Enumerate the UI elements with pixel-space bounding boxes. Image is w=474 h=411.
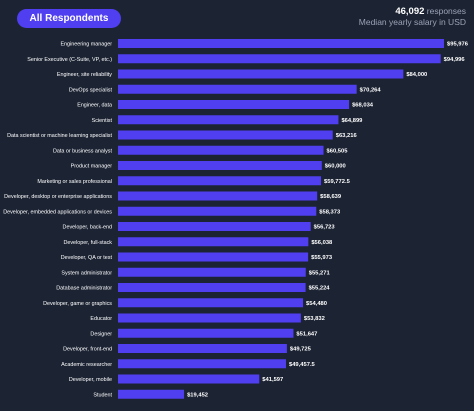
- responses-label: responses: [426, 6, 466, 16]
- category-label-senior-executive-c-suite-vp-etc: Senior Executive (C-Suite, VP, etc.): [27, 57, 112, 63]
- value-label-academic-researcher: $49,457.5: [289, 362, 316, 368]
- value-label-developer-game-or-graphics: $54,480: [306, 301, 327, 307]
- bar-product-manager[interactable]: [118, 161, 322, 170]
- value-label-devops-specialist: $70,264: [360, 87, 382, 93]
- chart-subtitle: Median yearly salary in USD: [358, 17, 466, 27]
- value-label-database-administrator: $55,224: [309, 286, 331, 292]
- response-count: 46,092: [395, 6, 425, 17]
- bar-developer-game-or-graphics[interactable]: [118, 298, 304, 308]
- value-label-developer-qa-or-test: $55,973: [311, 255, 333, 261]
- value-label-developer-full-stack: $56,038: [311, 240, 333, 246]
- category-label-developer-embedded-applications-or-devices: Developer, embedded applications or devi…: [3, 209, 112, 215]
- bar-academic-researcher[interactable]: [118, 359, 286, 369]
- value-label-developer-embedded-applications-or-devices: $58,373: [319, 209, 341, 215]
- bar-developer-qa-or-test[interactable]: [118, 252, 309, 262]
- bar-database-administrator[interactable]: [118, 283, 306, 292]
- bar-designer[interactable]: [118, 328, 294, 338]
- category-label-product-manager: Product manager: [71, 164, 113, 170]
- bar-senior-executive-c-suite-vp-etc[interactable]: [118, 54, 441, 64]
- value-label-marketing-or-sales-professional: $59,772.5: [324, 179, 351, 185]
- value-label-senior-executive-c-suite-vp-etc: $94,996: [444, 57, 466, 63]
- bar-student[interactable]: [118, 389, 185, 399]
- bar-marketing-or-sales-professional[interactable]: [118, 176, 322, 186]
- bar-engineer-site-reliability[interactable]: [118, 69, 404, 79]
- category-label-developer-desktop-or-enterprise-applications: Developer, desktop or enterprise applica…: [4, 194, 112, 200]
- category-label-scientist: Scientist: [92, 118, 113, 124]
- category-label-developer-full-stack: Developer, full-stack: [63, 240, 112, 246]
- response-count-line: 46,092 responses: [359, 6, 466, 17]
- category-label-developer-game-or-graphics: Developer, game or graphics: [43, 301, 112, 307]
- value-label-data-scientist-or-machine-learning-specialist: $63,216: [336, 133, 358, 139]
- value-label-engineering-manager: $95,976: [447, 42, 469, 48]
- category-label-developer-qa-or-test: Developer, QA or test: [61, 255, 113, 261]
- category-label-data-or-business-analyst: Data or business analyst: [53, 148, 113, 154]
- bar-system-administrator[interactable]: [118, 267, 306, 277]
- chart-meta: 46,092 responses Median yearly salary in…: [359, 6, 466, 28]
- bar-developer-desktop-or-enterprise-applications[interactable]: [118, 191, 318, 201]
- bar-educator[interactable]: [118, 313, 301, 323]
- bar-data-scientist-or-machine-learning-specialist[interactable]: [118, 130, 333, 140]
- category-label-developer-front-end: Developer, front-end: [63, 347, 112, 353]
- category-label-database-administrator: Database administrator: [56, 286, 112, 292]
- value-label-developer-back-end: $56,723: [314, 225, 336, 231]
- category-label-data-scientist-or-machine-learning-specialist: Data scientist or machine learning speci…: [7, 133, 112, 139]
- category-label-academic-researcher: Academic researcher: [61, 362, 112, 368]
- value-label-developer-front-end: $49,725: [290, 347, 312, 353]
- category-label-engineer-data: Engineer, data: [77, 103, 112, 109]
- category-label-devops-specialist: DevOps specialist: [69, 87, 113, 93]
- value-label-educator: $53,832: [304, 316, 325, 322]
- value-label-product-manager: $60,000: [325, 164, 346, 170]
- bar-engineering-manager[interactable]: [118, 39, 444, 48]
- bar-developer-mobile[interactable]: [118, 374, 260, 384]
- bar-devops-specialist[interactable]: [118, 84, 357, 94]
- bar-engineer-data[interactable]: [118, 100, 350, 109]
- value-label-developer-mobile: $41,597: [262, 377, 283, 383]
- bar-scientist[interactable]: [118, 115, 339, 125]
- category-label-engineering-manager: Engineering manager: [60, 42, 112, 48]
- bar-developer-embedded-applications-or-devices[interactable]: [118, 206, 317, 216]
- all-respondents-filter-button[interactable]: All Respondents: [17, 9, 121, 28]
- value-label-system-administrator: $55,271: [309, 270, 331, 276]
- value-label-engineer-data: $68,034: [352, 103, 374, 109]
- value-label-engineer-site-reliability: $84,000: [406, 72, 427, 78]
- value-label-data-or-business-analyst: $60,505: [327, 148, 349, 154]
- bar-developer-back-end[interactable]: [118, 222, 311, 231]
- bar-developer-front-end[interactable]: [118, 344, 287, 353]
- value-label-designer: $51,647: [296, 331, 317, 337]
- category-label-designer: Designer: [90, 331, 112, 337]
- category-label-student: Student: [93, 392, 112, 398]
- category-label-engineer-site-reliability: Engineer, site reliability: [57, 72, 112, 78]
- category-label-marketing-or-sales-professional: Marketing or sales professional: [37, 179, 112, 185]
- bar-data-or-business-analyst[interactable]: [118, 145, 324, 155]
- category-label-developer-mobile: Developer, mobile: [69, 377, 112, 383]
- category-label-developer-back-end: Developer, back-end: [63, 225, 112, 231]
- value-label-student: $19,452: [187, 392, 208, 398]
- value-label-scientist: $64,899: [341, 118, 363, 124]
- category-label-system-administrator: System administrator: [61, 270, 112, 276]
- value-label-developer-desktop-or-enterprise-applications: $58,639: [320, 194, 342, 200]
- category-label-educator: Educator: [90, 316, 112, 322]
- bar-developer-full-stack[interactable]: [118, 237, 309, 247]
